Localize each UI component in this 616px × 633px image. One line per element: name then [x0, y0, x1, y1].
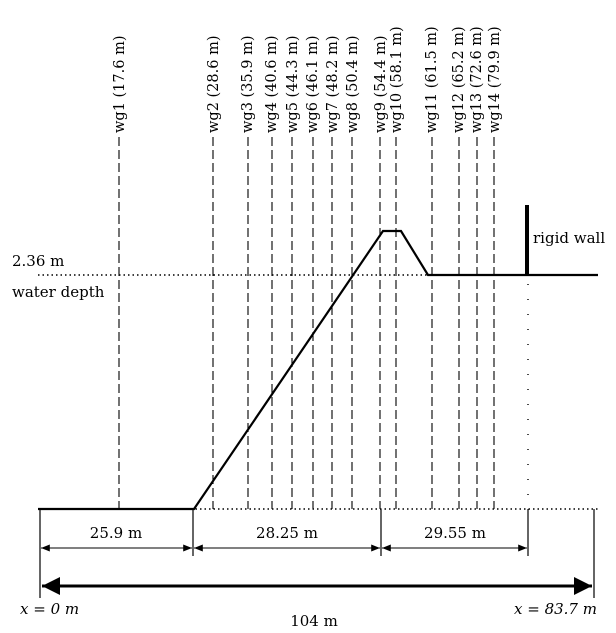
- x-start-label: x = 0 m: [20, 600, 79, 618]
- dimension-label-1: 25.9 m: [90, 524, 142, 542]
- gauge-label-wg12: wg12 (65.2 m): [451, 26, 467, 133]
- gauge-label-wg9: wg9 (54.4 m): [373, 36, 389, 134]
- gauge-label-wg6: wg6 (46.1 m): [305, 36, 321, 134]
- dimension-label-3: 29.55 m: [424, 524, 486, 542]
- gauge-label-wg10: wg10 (58.1 m): [389, 26, 405, 133]
- gauge-lines: [118, 137, 495, 509]
- water-depth-value: 2.36 m: [12, 252, 64, 270]
- dimension-label-2: 28.25 m: [256, 524, 318, 542]
- total-length-label: 104 m: [290, 612, 338, 630]
- bathymetry-profile: [38, 229, 598, 511]
- gauge-label-wg4: wg4 (40.6 m): [264, 36, 280, 134]
- gauge-label-wg14: wg14 (79.9 m): [487, 26, 503, 133]
- x-end-label: x = 83.7 m: [514, 600, 597, 618]
- gauge-labels: wg1 (17.6 m) wg2 (28.6 m) wg3 (35.9 m) w…: [112, 26, 503, 133]
- gauge-label-wg3: wg3 (35.9 m): [240, 36, 256, 134]
- gauge-label-wg2: wg2 (28.6 m): [206, 36, 222, 134]
- gauge-label-wg11: wg11 (61.5 m): [424, 26, 440, 133]
- gauge-label-wg1: wg1 (17.6 m): [112, 36, 128, 134]
- reference-ticks: [39, 509, 595, 598]
- water-depth-caption: water depth: [12, 283, 105, 301]
- gauge-label-wg8: wg8 (50.4 m): [345, 36, 361, 134]
- gauge-label-wg13: wg13 (72.6 m): [469, 26, 485, 133]
- gauge-label-wg7: wg7 (48.2 m): [325, 36, 341, 134]
- gauge-label-wg5: wg5 (44.3 m): [285, 36, 301, 134]
- rigid-wall-label: rigid wall: [533, 229, 605, 247]
